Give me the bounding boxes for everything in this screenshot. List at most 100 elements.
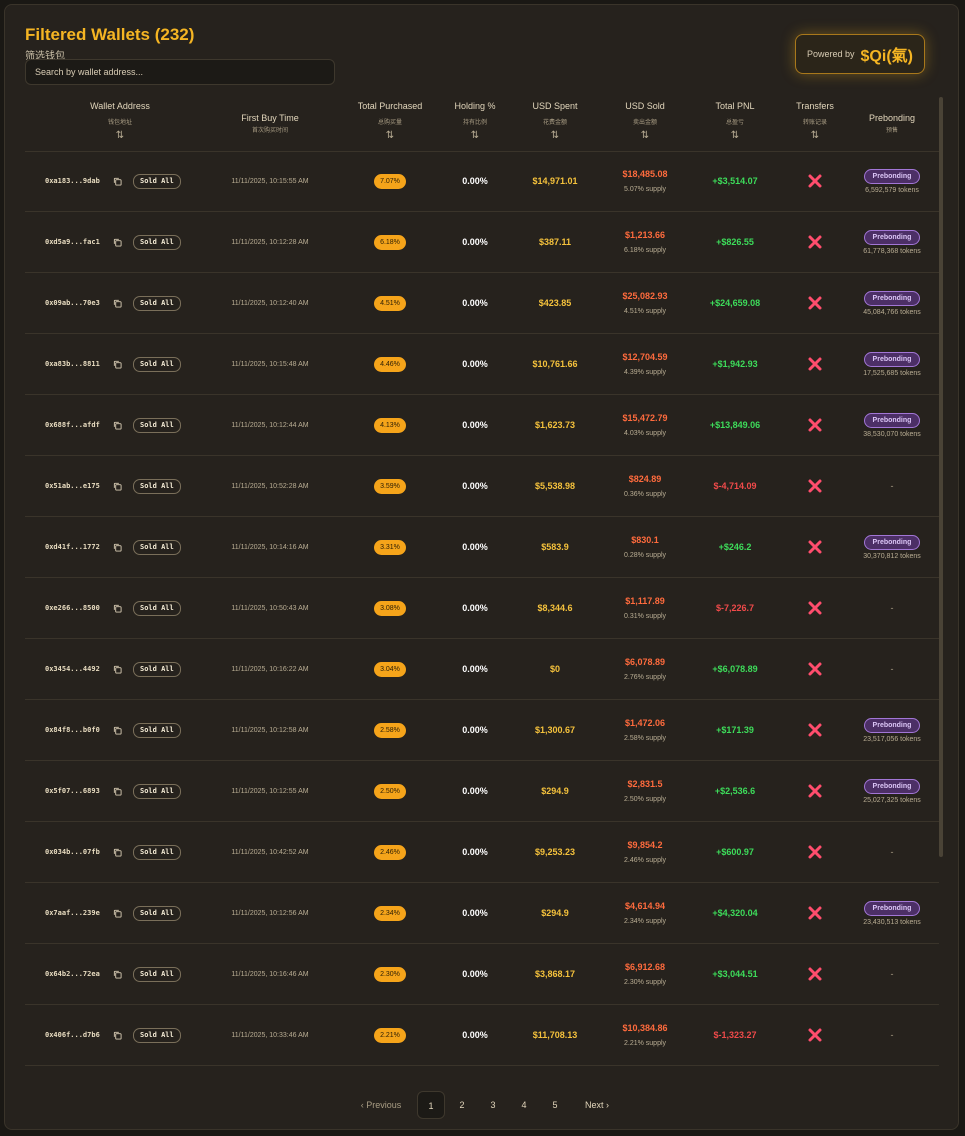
transfers-cell (785, 151, 845, 211)
wallet-cell: 0x034b...07fb Sold All (25, 822, 215, 882)
prebonding-badge[interactable]: Prebonding (863, 412, 921, 428)
total-pnl: $-4,714.09 (713, 481, 757, 491)
total-purchased-pill: 2.21% (374, 1027, 406, 1043)
sort-icon[interactable]: ⇅ (385, 130, 395, 141)
total-pnl: +$6,078.89 (712, 664, 758, 674)
copy-icon[interactable] (113, 665, 122, 674)
prebonding-badge[interactable]: Prebonding (863, 778, 921, 794)
column-header[interactable]: USD Spent 花费金额 ⇅ (515, 97, 595, 151)
transfers-cell (785, 273, 845, 333)
copy-icon[interactable] (113, 1031, 122, 1040)
page-title: Filtered Wallets (232) (25, 25, 195, 44)
wallet-address[interactable]: 0x3454...4492 (45, 665, 100, 673)
wallet-address[interactable]: 0x5f07...6893 (45, 787, 100, 795)
total-purchased-pill: 2.30% (374, 966, 406, 982)
table-row: 0x688f...afdf Sold All 11/11/2025, 10:12:4… (25, 395, 939, 456)
sold-supply: 6.18% supply (623, 247, 667, 254)
column-subtitle: 持有比例 (462, 120, 487, 126)
usd-sold: $25,082.93 (622, 291, 668, 301)
column-subtitle: 钱包地址 (107, 120, 132, 126)
usd-sold-cell: $10,384.86 2.21% supply (605, 1005, 685, 1065)
sort-icon[interactable]: ⇅ (810, 130, 820, 141)
holding-percent: 0.00% (462, 420, 488, 430)
wallet-address[interactable]: 0xa183...9dab (45, 177, 100, 185)
page-button-5[interactable]: 5 (552, 1100, 558, 1110)
page-button-1[interactable]: 1 (417, 1091, 445, 1119)
column-title: Total Purchased (357, 101, 423, 111)
prebonding-badge[interactable]: Prebonding (863, 717, 921, 733)
copy-icon[interactable] (113, 543, 122, 552)
transfers-cell (785, 1005, 845, 1065)
column-header[interactable]: Wallet Address 钱包地址 ⇅ (25, 97, 215, 151)
prebonding-badge[interactable]: Prebonding (863, 168, 921, 184)
usd-spent: $8,344.6 (537, 603, 573, 613)
total-purchased-pill: 4.51% (374, 295, 406, 311)
copy-icon[interactable] (113, 970, 122, 979)
column-title: Wallet Address (90, 101, 150, 111)
wallet-address[interactable]: 0xd5a9...fac1 (45, 238, 100, 246)
total-purchased-cell: 3.08% (345, 578, 435, 638)
column-header[interactable]: Holding % 持有比例 ⇅ (435, 97, 515, 151)
wallet-address[interactable]: 0x688f...afdf (45, 421, 100, 429)
copy-icon[interactable] (113, 848, 122, 857)
powered-by-badge[interactable]: Powered by $Qi(氣) (795, 34, 925, 74)
wallet-address[interactable]: 0x84f8...b0f0 (45, 726, 100, 734)
copy-icon[interactable] (113, 360, 122, 369)
wallet-address[interactable]: 0xd41f...1772 (45, 543, 100, 551)
wallet-address[interactable]: 0xe266...8500 (45, 604, 100, 612)
sort-icon[interactable]: ⇅ (115, 130, 125, 141)
copy-icon[interactable] (113, 238, 122, 247)
prebonding-tokens: 25,027,325 tokens (863, 796, 921, 804)
previous-page-button[interactable]: ‹ Previous (360, 1100, 402, 1110)
total-pnl: +$600.97 (716, 847, 754, 857)
scrollbar[interactable] (939, 97, 943, 857)
column-header[interactable]: Total Purchased 总购买量 ⇅ (345, 97, 435, 151)
copy-icon[interactable] (113, 299, 122, 308)
wallet-address[interactable]: 0x09ab...70e3 (45, 299, 100, 307)
prebonding-badge[interactable]: Prebonding (863, 351, 921, 367)
column-header[interactable]: USD Sold 卖出金额 ⇅ (605, 97, 685, 151)
wallet-address[interactable]: 0x64b2...72ea (45, 970, 100, 978)
prebonding-badge[interactable]: Prebonding (863, 534, 921, 550)
page-button-2[interactable]: 2 (459, 1100, 465, 1110)
sort-icon[interactable]: ⇅ (470, 130, 480, 141)
wallet-cell: 0xd41f...1772 Sold All (25, 517, 215, 577)
usd-sold-cell: $6,078.89 2.76% supply (605, 639, 685, 699)
copy-icon[interactable] (113, 787, 122, 796)
copy-icon[interactable] (113, 177, 122, 186)
first-buy-time: 11/11/2025, 10:52:28 AM (231, 482, 309, 490)
transfers-cell (785, 334, 845, 394)
column-header[interactable]: Total PNL 总盈亏 ⇅ (695, 97, 775, 151)
wallet-address[interactable]: 0x406f...d7b6 (45, 1031, 100, 1039)
wallet-address[interactable]: 0x51ab...e175 (45, 482, 100, 490)
sort-icon[interactable]: ⇅ (550, 130, 560, 141)
page-button-4[interactable]: 4 (521, 1100, 527, 1110)
copy-icon[interactable] (113, 482, 122, 491)
column-header: Prebonding 预售 (845, 97, 939, 151)
holding-percent: 0.00% (462, 237, 488, 247)
total-pnl: +$3,514.07 (712, 176, 758, 186)
wallet-address[interactable]: 0xa83b...8811 (45, 360, 100, 368)
next-page-button[interactable]: Next › (584, 1100, 609, 1110)
total-purchased-cell: 4.51% (345, 273, 435, 333)
sort-icon[interactable]: ⇅ (640, 130, 650, 141)
page-button-3[interactable]: 3 (490, 1100, 496, 1110)
search-input[interactable]: Search by wallet address... (25, 59, 335, 85)
copy-icon[interactable] (113, 604, 122, 613)
column-subtitle: 总购买量 (377, 120, 402, 126)
wallet-address[interactable]: 0x7aaf...239e (45, 909, 100, 917)
prebonding-badge[interactable]: Prebonding (863, 229, 921, 245)
x-icon (808, 723, 822, 737)
copy-icon[interactable] (113, 726, 122, 735)
wallet-address[interactable]: 0x034b...07fb (45, 848, 100, 856)
prebonding-badge[interactable]: Prebonding (863, 290, 921, 306)
x-icon (808, 784, 822, 798)
prebonding-badge[interactable]: Prebonding (863, 900, 921, 916)
usd-sold-cell: $18,485.08 5.07% supply (605, 151, 685, 211)
copy-icon[interactable] (113, 909, 122, 918)
copy-icon[interactable] (113, 421, 122, 430)
sold-supply: 4.03% supply (623, 430, 667, 437)
sort-icon[interactable]: ⇅ (730, 130, 740, 141)
sold-all-badge: Sold All (133, 540, 181, 555)
column-header[interactable]: Transfers 转账记录 ⇅ (785, 97, 845, 151)
